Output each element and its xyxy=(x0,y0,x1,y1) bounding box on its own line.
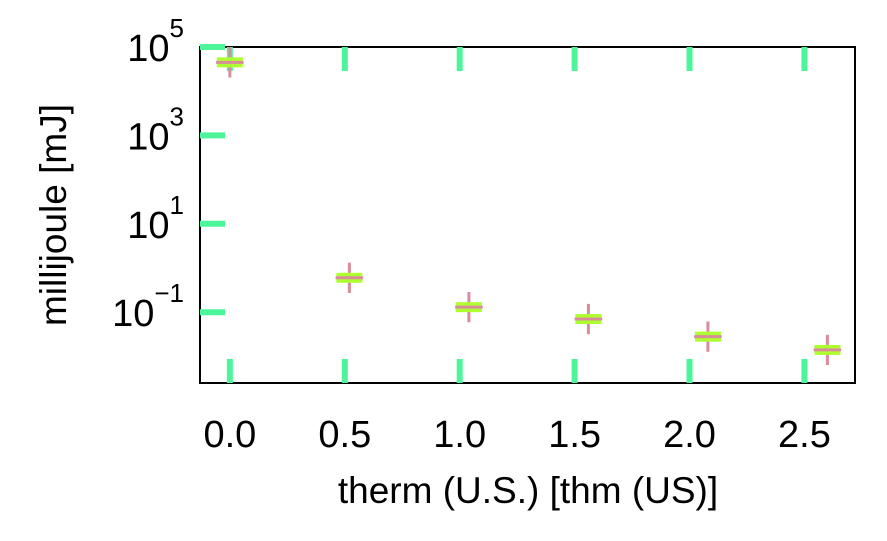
data-points xyxy=(216,47,842,366)
x-tick-label: 1.5 xyxy=(548,414,601,456)
y-tick-labels: 105 103 101 10−1 xyxy=(112,13,184,335)
plot-area xyxy=(199,46,856,384)
x-tick-label: 0.0 xyxy=(203,414,256,456)
tick-marks xyxy=(200,44,808,383)
x-tick-label: 2.0 xyxy=(663,414,716,456)
x-axis-label: therm (U.S.) [thm (US)] xyxy=(338,470,718,511)
y-tick-label: 101 xyxy=(127,190,184,247)
x-tick-label: 2.5 xyxy=(778,414,831,456)
x-tick-label: 1.0 xyxy=(433,414,486,456)
x-tick-label: 0.5 xyxy=(318,414,371,456)
y-tick-label: 105 xyxy=(127,13,184,70)
x-tick-labels: 0.0 0.5 1.0 1.5 2.0 2.5 xyxy=(203,414,830,456)
y-tick-label: 10−1 xyxy=(112,278,184,335)
y-axis-label: millijoule [mJ] xyxy=(33,104,74,326)
y-tick-label: 103 xyxy=(127,101,184,158)
